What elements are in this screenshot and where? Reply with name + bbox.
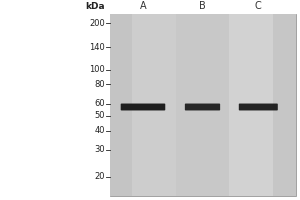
- FancyBboxPatch shape: [121, 104, 165, 110]
- FancyBboxPatch shape: [229, 14, 273, 196]
- FancyBboxPatch shape: [110, 14, 132, 196]
- FancyBboxPatch shape: [239, 104, 278, 110]
- Text: 20: 20: [94, 172, 105, 181]
- Text: 100: 100: [89, 65, 105, 74]
- Text: kDa: kDa: [85, 2, 105, 11]
- FancyBboxPatch shape: [185, 104, 220, 110]
- FancyBboxPatch shape: [176, 14, 229, 196]
- Text: 140: 140: [89, 43, 105, 52]
- Text: 50: 50: [94, 111, 105, 120]
- Text: 200: 200: [89, 19, 105, 28]
- FancyBboxPatch shape: [273, 14, 296, 196]
- Text: 80: 80: [94, 80, 105, 89]
- Text: 40: 40: [94, 126, 105, 135]
- FancyBboxPatch shape: [132, 14, 176, 196]
- Text: 60: 60: [94, 99, 105, 108]
- FancyBboxPatch shape: [110, 14, 296, 196]
- Text: 30: 30: [94, 145, 105, 154]
- Text: B: B: [199, 1, 206, 11]
- Text: A: A: [140, 1, 146, 11]
- Text: C: C: [255, 1, 262, 11]
